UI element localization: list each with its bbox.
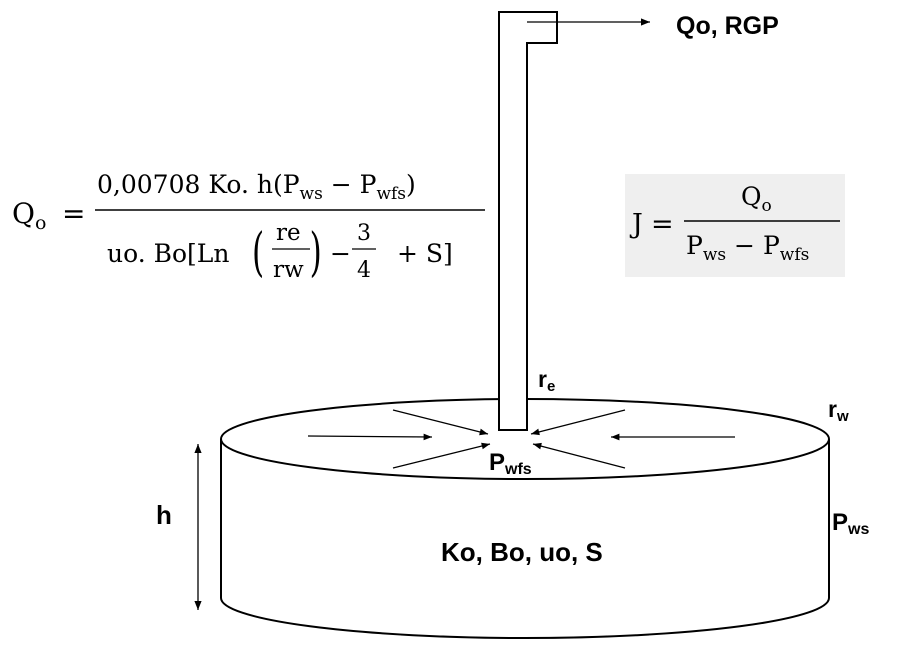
svg-text:3: 3 [357, 221, 371, 246]
svg-text:4: 4 [357, 258, 371, 283]
reservoir-side-wall [220, 439, 830, 639]
productivity-index-equation: J = Qo Pws − Pwfs [625, 174, 845, 277]
inflow-arrow-left-horizontal [307, 433, 433, 441]
svg-text:J: J [629, 209, 643, 240]
svg-text:re: re [276, 220, 301, 246]
flow-out-label: Qo, RGP [676, 12, 779, 40]
wellbore-tube [498, 11, 558, 431]
inflow-arrow-upper-left [392, 409, 489, 436]
qo-denominator-start: uo. Bo[Ln [107, 239, 230, 268]
qo-equation: Qo = 0,00708 Ko. h(Pws − Pwfs) uo. Bo[Ln… [12, 170, 485, 283]
height-label: h [156, 500, 172, 530]
svg-text:+ S]: + S] [397, 239, 453, 268]
re-label: re [538, 366, 555, 395]
j-equation-box [625, 174, 845, 277]
pws-label: Pws [832, 509, 869, 538]
reservoir-properties-text: Ko, Bo, uo, S [441, 537, 603, 567]
inflow-arrow-lower-left [392, 442, 491, 469]
svg-text:−: − [330, 239, 351, 268]
rw-label: rw [828, 396, 849, 425]
inflow-arrow-upper-right [530, 409, 626, 436]
qo-numerator: 0,00708 Ko. h(Pws − Pwfs) [97, 170, 416, 204]
svg-text:=: = [651, 209, 674, 240]
pwfs-label: Pwfs [489, 449, 532, 478]
svg-text:(: ( [252, 223, 264, 284]
svg-text:=: = [62, 197, 85, 230]
inflow-arrow-lower-right [532, 442, 626, 469]
svg-text:Pws − Pwfs: Pws − Pwfs [686, 231, 809, 265]
svg-text:rw: rw [273, 257, 304, 283]
svg-text:Qo: Qo [741, 182, 772, 216]
svg-text:): ) [310, 223, 322, 284]
svg-text:Qo: Qo [12, 197, 46, 234]
